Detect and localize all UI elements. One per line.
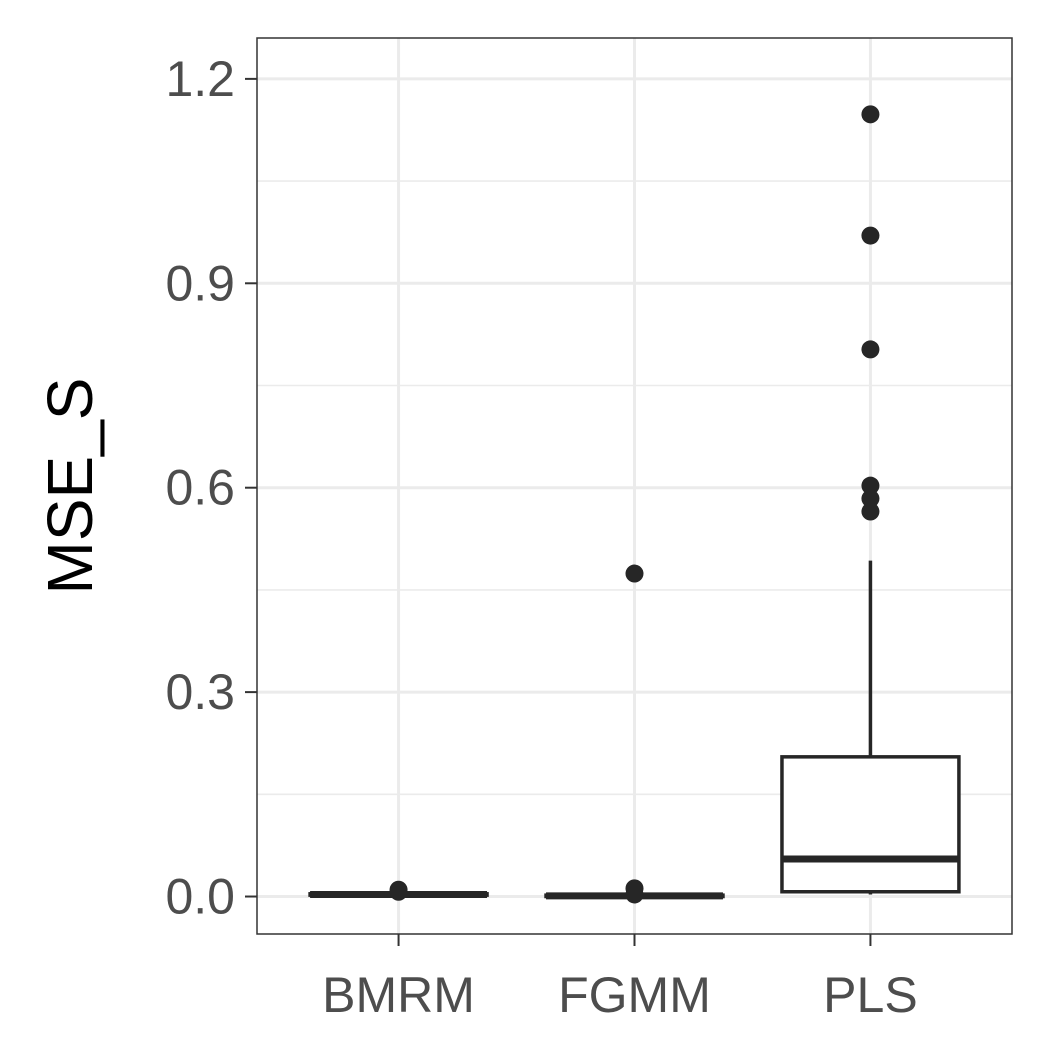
y-tick-label: 1.2 — [165, 51, 235, 107]
y-tick-label: 0.0 — [165, 869, 235, 925]
x-tick-label: FGMM — [558, 967, 711, 1023]
outlier-point — [389, 882, 408, 901]
x-tick-label: BMRM — [322, 967, 475, 1023]
x-axis: BMRM FGMM PLS — [322, 934, 918, 1023]
outlier-point — [625, 564, 644, 583]
outlier-point — [861, 226, 880, 245]
y-axis-title: MSE_S — [34, 378, 106, 595]
box-body — [780, 755, 961, 894]
x-tick-label: PLS — [823, 967, 918, 1023]
outlier-point — [625, 885, 644, 904]
outlier-layer — [389, 105, 880, 904]
y-tick-label: 0.3 — [165, 664, 235, 720]
outlier-point — [861, 489, 880, 508]
outlier-point — [861, 502, 880, 521]
outlier-point — [861, 476, 880, 495]
y-tick-label: 0.9 — [165, 255, 235, 311]
outlier-point — [861, 340, 880, 359]
y-tick-label: 0.6 — [165, 460, 235, 516]
box-pls — [780, 560, 961, 895]
outlier-point — [861, 105, 880, 124]
y-axis: 0.0 0.3 0.6 0.9 1.2 — [165, 51, 257, 925]
